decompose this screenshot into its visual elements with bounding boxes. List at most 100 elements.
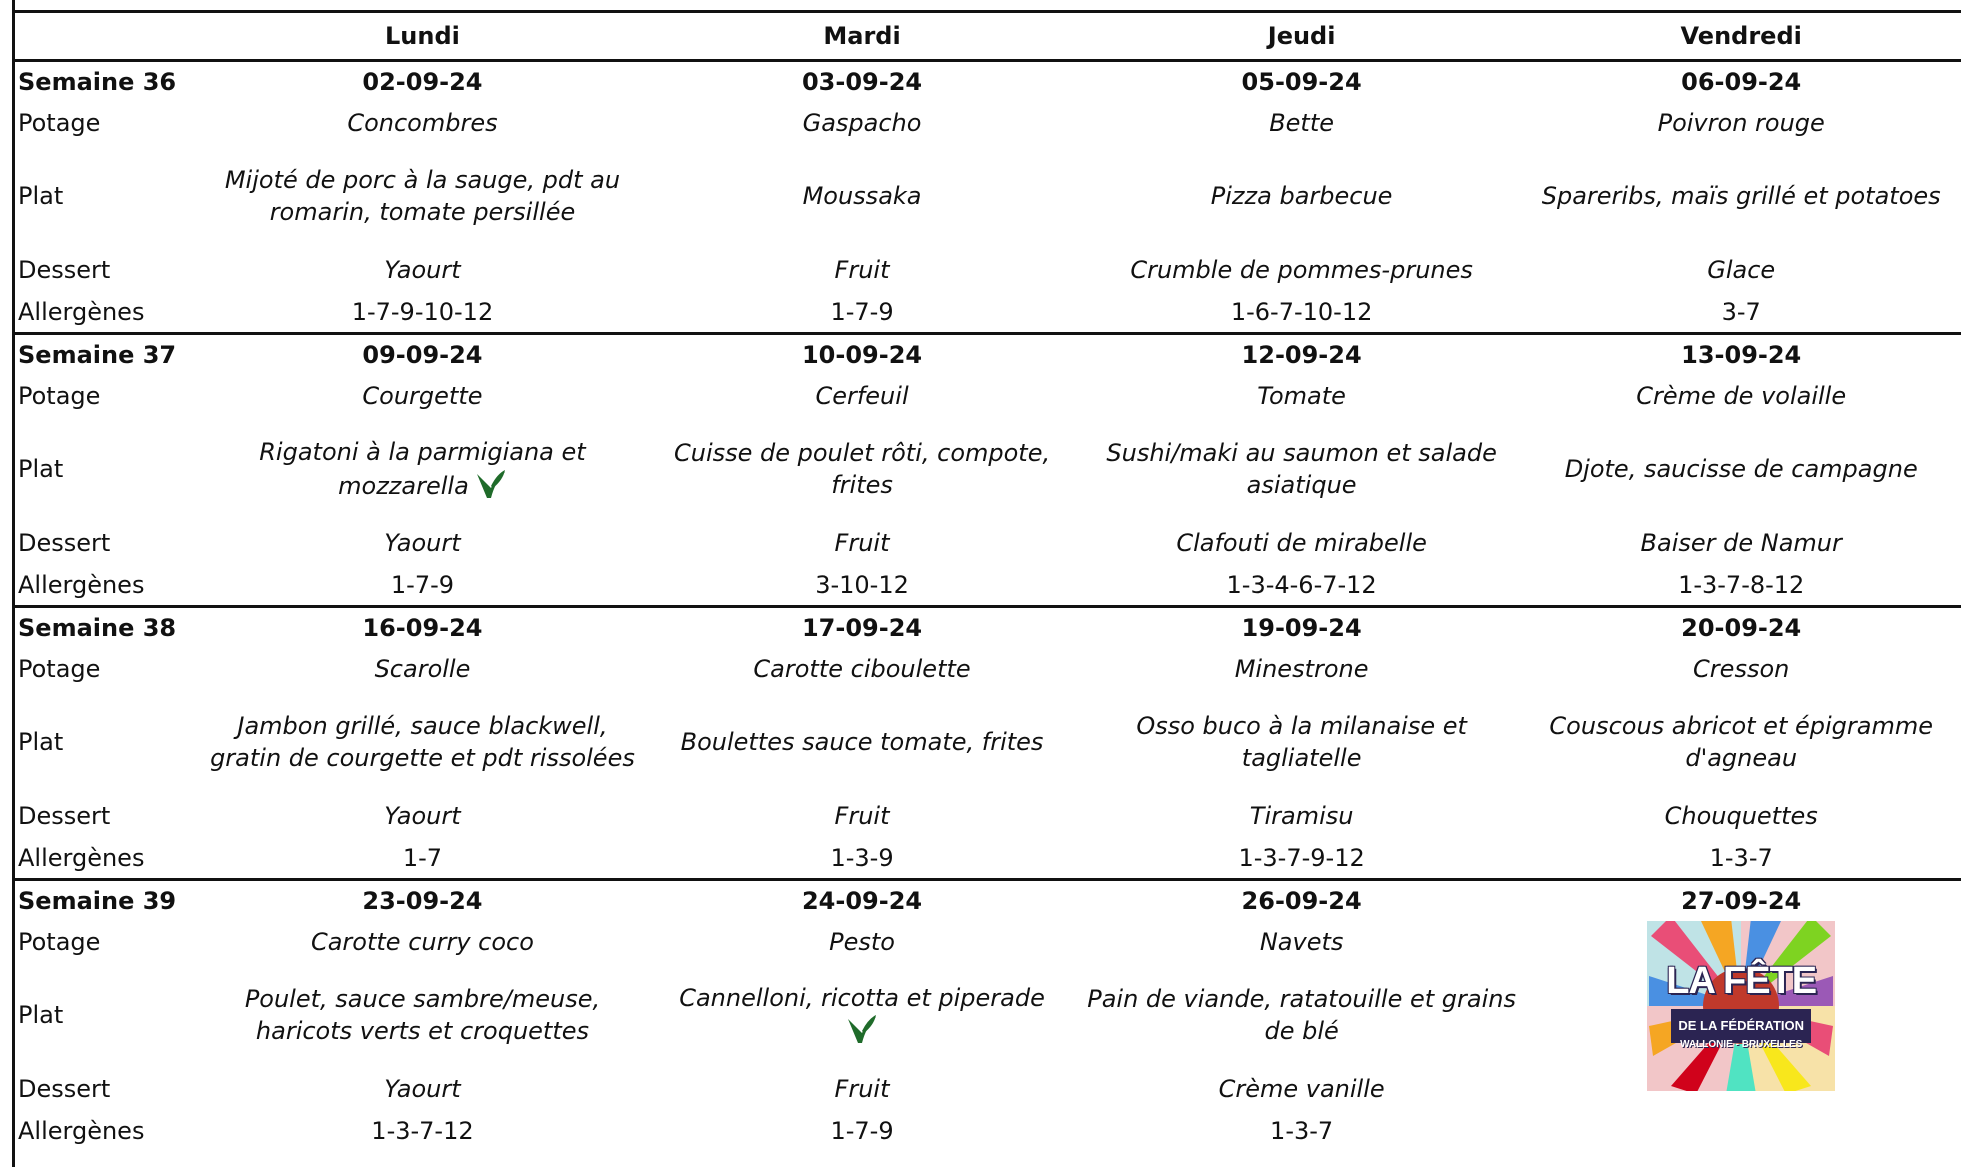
vegetarian-leaf-icon [846,1012,878,1048]
vegetarian-leaf-icon [475,468,507,502]
dessert-row: Dessert Yaourt Fruit Tiramisu Chouquette… [15,794,1961,838]
potage-row: Potage Concombres Gaspacho Bette Poivron… [15,102,1961,144]
dessert-cell: Crème vanille [1218,1075,1385,1103]
date-cell: 03-09-24 [801,68,923,96]
dessert-cell: Crumble de pommes-prunes [1130,256,1473,284]
potage-cell: Cresson [1693,655,1790,683]
date-cell: 10-09-24 [801,341,923,369]
plat-cell: Jambon grillé, sauce blackwell, gratin d… [210,712,635,772]
allergenes-cell: 1-7-9-10-12 [351,298,494,326]
frame-top-border [12,10,1961,13]
day-header-vendredi: Vendredi [1680,22,1802,50]
dessert-cell: Fruit [834,1075,890,1103]
week-label: Semaine 37 [18,341,177,369]
potage-row: Potage Scarolle Carotte ciboulette Mines… [15,648,1961,690]
allergenes-cell: 1-7-9 [830,298,894,326]
date-cell: 06-09-24 [1681,68,1802,96]
plat-cell: Cannelloni, ricotta et piperade [642,963,1082,1067]
date-cell: 26-09-24 [1241,887,1362,915]
row-label-plat: Plat [18,455,64,483]
allergenes-cell: 1-3-4-6-7-12 [1226,571,1377,599]
potage-cell: Scarolle [374,655,471,683]
row-label-allergenes: Allergènes [18,571,145,599]
plat-row: Plat Mijoté de porc à la sauge, pdt au r… [15,144,1961,248]
row-label-dessert: Dessert [18,802,111,830]
date-cell: 20-09-24 [1681,614,1802,642]
plat-cell: Mijoté de porc à la sauge, pdt au romari… [224,166,621,226]
potage-cell: Tomate [1257,382,1346,410]
plat-text: Cannelloni, ricotta et piperade [679,984,1045,1012]
allergenes-cell: 1-7-9 [390,571,455,599]
dessert-cell: Glace [1707,256,1776,284]
potage-cell: Pesto [829,928,895,956]
allergenes-cell: 1-3-7-9-12 [1238,844,1365,872]
frame-left-border [12,0,15,1167]
week-label: Semaine 39 [18,887,177,915]
allergenes-row: Allergènes 1-7-9 3-10-12 1-3-4-6-7-12 1-… [15,565,1961,607]
allergenes-cell: 1-3-7-12 [371,1117,474,1145]
plat-cell: Sushi/maki au saumon et salade asiatique [1106,439,1497,499]
potage-cell: Gaspacho [802,109,922,137]
dessert-cell: Fruit [834,529,890,557]
week-row: Semaine 36 02-09-24 03-09-24 05-09-24 06… [15,60,1961,103]
dessert-row: Dessert Yaourt Fruit Crème vanille [15,1067,1961,1111]
dessert-cell: Fruit [834,256,890,284]
logo-subtitle: DE LA FÉDÉRATION [1671,1009,1812,1043]
allergenes-cell: 1-6-7-10-12 [1230,298,1373,326]
logo-title: LA FÊTE [1666,960,1817,1002]
date-cell: 12-09-24 [1241,341,1362,369]
potage-cell: Carotte ciboulette [753,655,971,683]
day-header-jeudi: Jeudi [1267,22,1336,50]
allergenes-row: Allergènes 1-3-7-12 1-7-9 1-3-7 [15,1111,1961,1151]
dessert-cell: Fruit [834,802,890,830]
potage-cell: Courgette [362,382,483,410]
allergenes-row: Allergènes 1-7 1-3-9 1-3-7-9-12 1-3-7 [15,838,1961,880]
day-header-lundi: Lundi [385,22,460,50]
potage-cell: Cerfeuil [815,382,909,410]
plat-cell: Djote, saucisse de campagne [1564,455,1918,483]
allergenes-cell: 1-3-7 [1709,844,1773,872]
row-label-potage: Potage [18,382,101,410]
week-label: Semaine 38 [18,614,177,642]
logo-region: WALLONIE - BRUXELLES [1680,1039,1803,1050]
row-label-potage: Potage [18,109,101,137]
row-label-plat: Plat [18,728,64,756]
plat-row: Plat Poulet, sauce sambre/meuse, haricot… [15,963,1961,1067]
dessert-cell: Yaourt [384,1075,461,1103]
dessert-row: Dessert Yaourt Fruit Clafouti de mirabel… [15,521,1961,565]
plat-cell: Cuisse de poulet rôti, compote, frites [673,439,1051,499]
potage-row: Potage Courgette Cerfeuil Tomate Crème d… [15,375,1961,417]
date-cell: 05-09-24 [1241,68,1362,96]
dessert-cell: Yaourt [384,256,461,284]
week-row: Semaine 37 09-09-24 10-09-24 12-09-24 13… [15,333,1961,376]
potage-cell: Minestrone [1234,655,1369,683]
dessert-cell: Tiramisu [1249,802,1354,830]
dessert-cell: Clafouti de mirabelle [1176,529,1427,557]
allergenes-cell: 1-7-9 [830,1117,894,1145]
allergenes-cell: 1-3-9 [830,844,894,872]
date-cell: 17-09-24 [801,614,923,642]
plat-cell: Boulettes sauce tomate, frites [680,728,1044,756]
potage-cell: Carotte curry coco [310,928,534,956]
row-label-dessert: Dessert [18,529,111,557]
allergenes-cell: 3-7 [1721,298,1761,326]
plat-cell: Pizza barbecue [1210,182,1393,210]
date-cell: 09-09-24 [362,341,483,369]
potage-cell: Bette [1269,109,1335,137]
row-label-dessert: Dessert [18,256,111,284]
dessert-cell: Chouquettes [1664,802,1818,830]
allergenes-row: Allergènes 1-7-9-10-12 1-7-9 1-6-7-10-12… [15,292,1961,334]
plat-row: Plat Rigatoni à la parmigiana et mozzare… [15,417,1961,521]
plat-cell: Pain de viande, ratatouille et grains de… [1087,985,1516,1045]
date-cell: 23-09-24 [362,887,483,915]
week-label: Semaine 36 [18,68,177,96]
row-label-allergenes: Allergènes [18,298,145,326]
header-row: Lundi Mardi Jeudi Vendredi [15,13,1961,61]
logo-cell: LA FÊTE DE LA FÉDÉRATION WALLONIE - BRUX… [1521,921,1961,1151]
menu-table: Lundi Mardi Jeudi Vendredi Semaine 36 02… [15,13,1961,1151]
plat-cell: Moussaka [802,182,922,210]
dessert-cell: Yaourt [384,529,461,557]
plat-cell: Couscous abricot et épigramme d'agneau [1549,712,1933,772]
dessert-row: Dessert Yaourt Fruit Crumble de pommes-p… [15,248,1961,292]
